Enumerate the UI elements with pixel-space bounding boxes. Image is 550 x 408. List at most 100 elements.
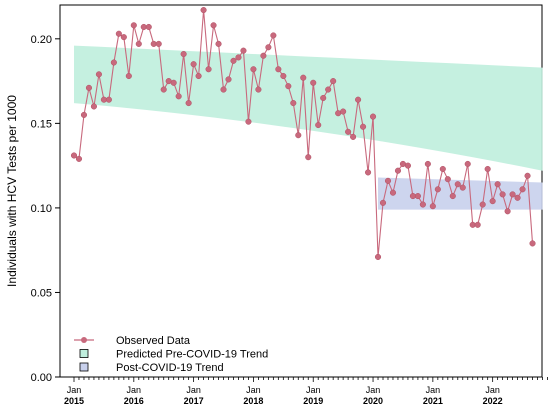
observed-data-point [145,23,152,31]
observed-series [70,7,536,260]
legend-label-pre-covid: Predicted Pre-COVID-19 Trend [116,349,268,361]
observed-data-point [290,100,297,107]
observed-data-point [479,201,486,208]
x-tick-year-label: 2021 [423,396,443,406]
observed-data-point [419,201,426,208]
x-tick-month-label: Jan [67,385,82,395]
x-tick-month-label: Jan [366,385,381,395]
y-tick-label: 0.10 [31,203,52,215]
y-tick-label: 0.15 [31,118,52,130]
observed-data-point [80,111,88,118]
observed-data-point [205,66,212,73]
observed-data-point [195,72,202,80]
legend-label-post-covid: Post-COVID-19 Trend [116,362,224,374]
observed-data-point [414,193,421,200]
observed-data-point [369,113,377,120]
observed-data-point [240,47,247,54]
observed-data-point [225,76,232,83]
x-tick-month-label: Jan [306,385,321,395]
observed-data-point [519,186,526,193]
observed-data-point [260,52,267,59]
observed-data-point [75,155,83,162]
x-tick-year-label: 2018 [243,396,263,406]
x-tick-month-label: Jan [485,385,500,395]
observed-data-point [235,54,242,61]
x-tick-year-label: 2022 [483,396,503,406]
x-tick-month-label: Jan [186,385,201,395]
observed-data-point [360,123,367,130]
observed-data-point [230,57,237,64]
observed-data-point [135,40,142,47]
observed-data-point [255,86,262,93]
trend-band-post-covid [378,177,543,210]
observed-data-point [459,184,466,191]
observed-data-point [365,169,372,176]
observed-data-point [444,176,451,183]
observed-data-point [190,61,197,68]
observed-data-point [85,84,93,91]
legend-marker-symbol [81,337,87,343]
x-axis: Jan2015Jan2016Jan2017Jan2018Jan2019Jan20… [64,377,548,406]
observed-data-point [439,165,446,173]
observed-data-point [504,208,511,215]
observed-data-point [464,160,471,167]
observed-data-point [374,253,382,260]
observed-data-point [220,86,227,93]
observed-data-point [250,66,257,73]
observed-data-point [110,59,117,66]
observed-data-point [175,93,182,100]
observed-data-point [280,72,287,80]
y-axis-title: Individuals with HCV Tests per 1000 [5,95,19,287]
observed-data-point [95,71,102,78]
legend-swatch-pre-covid [79,349,89,358]
observed-data-point [449,193,456,200]
observed-data-point [120,34,127,41]
observed-data-point [499,191,506,198]
observed-data-point [265,44,272,51]
observed-data-point [305,154,312,161]
observed-data-point [514,194,521,201]
observed-data-point [484,165,491,173]
observed-data-point [210,22,217,29]
observed-data-point [245,118,252,125]
x-tick-year-label: 2019 [303,396,323,406]
y-tick-label: 0.20 [31,34,52,46]
observed-data-point [275,66,282,73]
observed-data-point [434,186,441,193]
observed-data-point [320,94,327,102]
y-tick-label: 0.00 [31,372,52,384]
legend: Observed Data Predicted Pre-COVID-19 Tren… [74,335,268,374]
trend-band-pre-covid [74,45,543,171]
observed-data-point [330,78,337,85]
observed-data-point [170,79,177,86]
observed-data-point [270,32,277,39]
observed-data-point [70,152,78,159]
observed-data-point [180,50,187,58]
observed-data-point [115,30,122,37]
x-tick-year-label: 2015 [64,396,84,406]
legend-label-observed: Observed Data [116,335,191,347]
observed-data-point [105,96,112,103]
observed-data-point [474,221,481,228]
observed-data-point [454,181,461,188]
observed-data-point [300,74,307,81]
x-tick-year-label: 2016 [124,396,144,406]
observed-data-point [394,167,402,174]
observed-data-point [155,40,162,47]
observed-data-point [404,162,411,169]
observed-data-point [509,191,516,198]
observed-data-point [295,132,302,139]
observed-data-point [489,198,496,205]
observed-data-point [384,177,392,184]
observed-data-point [160,86,167,93]
x-tick-year-label: 2017 [184,396,204,406]
observed-data-point [529,240,536,247]
legend-swatch-post-covid [79,362,89,372]
observed-data-point [125,72,132,80]
observed-data-point [379,199,387,206]
y-axis: 0.00 0.05 0.10 0.15 0.20 [31,34,60,384]
observed-data-point [355,96,362,103]
observed-data-point [315,122,322,129]
y-tick-label: 0.05 [31,287,52,299]
observed-data-point [524,172,531,179]
